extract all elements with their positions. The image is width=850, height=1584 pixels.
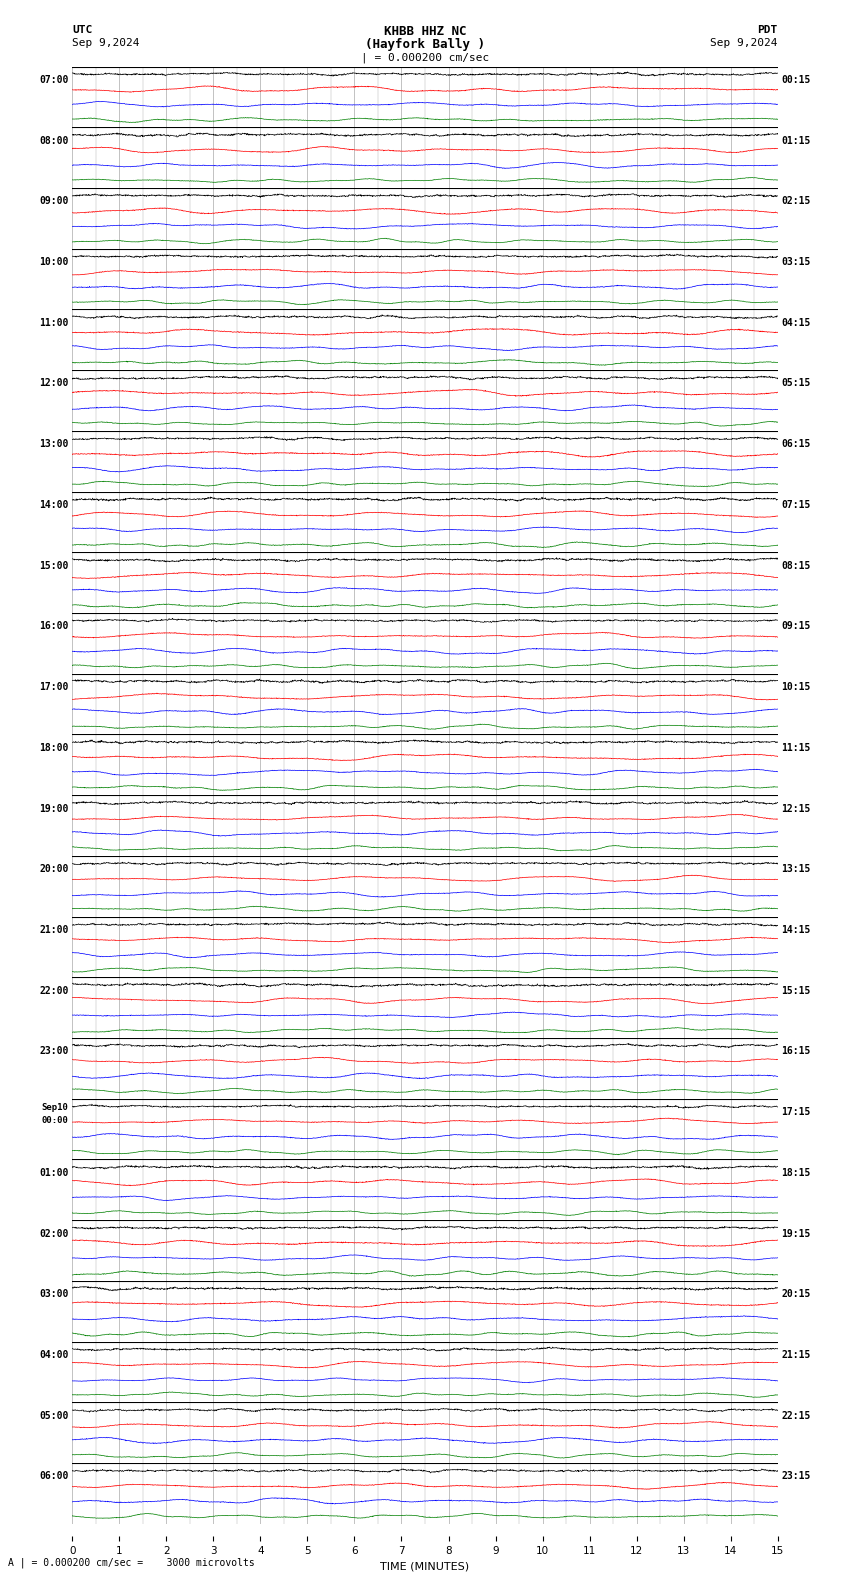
Text: 10:15: 10:15 (781, 683, 811, 692)
Text: 14:15: 14:15 (781, 925, 811, 935)
Text: (Hayfork Bally ): (Hayfork Bally ) (365, 38, 485, 51)
Text: 13:00: 13:00 (39, 439, 69, 450)
Text: 08:00: 08:00 (39, 136, 69, 146)
Text: Sep10: Sep10 (42, 1104, 69, 1112)
Text: 11:15: 11:15 (781, 743, 811, 752)
Text: 11:00: 11:00 (39, 318, 69, 328)
Text: 07:15: 07:15 (781, 501, 811, 510)
Text: 12:15: 12:15 (781, 803, 811, 814)
Text: 03:00: 03:00 (39, 1289, 69, 1299)
Text: UTC: UTC (72, 25, 93, 35)
Text: 07:00: 07:00 (39, 74, 69, 86)
Text: 09:15: 09:15 (781, 621, 811, 632)
Text: 02:00: 02:00 (39, 1229, 69, 1239)
Text: 01:00: 01:00 (39, 1167, 69, 1178)
Text: 06:00: 06:00 (39, 1472, 69, 1481)
Text: A | = 0.000200 cm/sec =    3000 microvolts: A | = 0.000200 cm/sec = 3000 microvolts (8, 1557, 255, 1568)
X-axis label: TIME (MINUTES): TIME (MINUTES) (381, 1562, 469, 1571)
Text: 08:15: 08:15 (781, 561, 811, 570)
Text: 18:15: 18:15 (781, 1167, 811, 1178)
Text: 23:00: 23:00 (39, 1047, 69, 1057)
Text: 05:15: 05:15 (781, 379, 811, 388)
Text: 04:00: 04:00 (39, 1350, 69, 1361)
Text: 01:15: 01:15 (781, 136, 811, 146)
Text: 18:00: 18:00 (39, 743, 69, 752)
Text: 14:00: 14:00 (39, 501, 69, 510)
Text: 03:15: 03:15 (781, 257, 811, 268)
Text: 09:00: 09:00 (39, 196, 69, 206)
Text: 15:00: 15:00 (39, 561, 69, 570)
Text: 19:00: 19:00 (39, 803, 69, 814)
Text: 15:15: 15:15 (781, 985, 811, 996)
Text: 17:00: 17:00 (39, 683, 69, 692)
Text: 22:15: 22:15 (781, 1411, 811, 1421)
Text: 06:15: 06:15 (781, 439, 811, 450)
Text: 04:15: 04:15 (781, 318, 811, 328)
Text: 17:15: 17:15 (781, 1107, 811, 1117)
Text: | = 0.000200 cm/sec: | = 0.000200 cm/sec (361, 52, 489, 63)
Text: 10:00: 10:00 (39, 257, 69, 268)
Text: 21:15: 21:15 (781, 1350, 811, 1361)
Text: PDT: PDT (757, 25, 778, 35)
Text: 22:00: 22:00 (39, 985, 69, 996)
Text: 05:00: 05:00 (39, 1411, 69, 1421)
Text: 13:15: 13:15 (781, 865, 811, 874)
Text: Sep 9,2024: Sep 9,2024 (711, 38, 778, 48)
Text: 19:15: 19:15 (781, 1229, 811, 1239)
Text: 00:15: 00:15 (781, 74, 811, 86)
Text: Sep 9,2024: Sep 9,2024 (72, 38, 139, 48)
Text: 16:00: 16:00 (39, 621, 69, 632)
Text: 21:00: 21:00 (39, 925, 69, 935)
Text: 00:00: 00:00 (42, 1115, 69, 1125)
Text: 20:00: 20:00 (39, 865, 69, 874)
Text: 12:00: 12:00 (39, 379, 69, 388)
Text: 02:15: 02:15 (781, 196, 811, 206)
Text: 20:15: 20:15 (781, 1289, 811, 1299)
Text: 23:15: 23:15 (781, 1472, 811, 1481)
Text: 16:15: 16:15 (781, 1047, 811, 1057)
Text: KHBB HHZ NC: KHBB HHZ NC (383, 25, 467, 38)
